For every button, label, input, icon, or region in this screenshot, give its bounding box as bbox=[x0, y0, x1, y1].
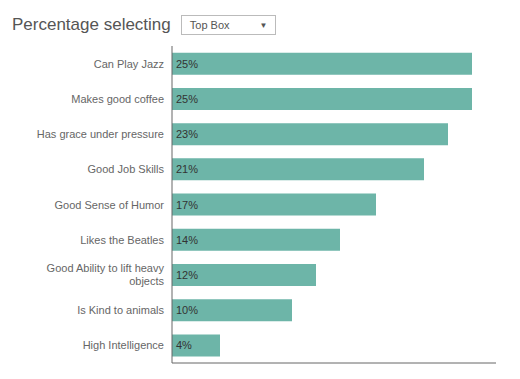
svg-text:Has grace under pressure: Has grace under pressure bbox=[37, 128, 164, 140]
svg-text:Good Sense of Humor: Good Sense of Humor bbox=[55, 199, 165, 211]
svg-text:23%: 23% bbox=[176, 128, 198, 140]
svg-text:12%: 12% bbox=[176, 269, 198, 281]
svg-text:21%: 21% bbox=[176, 163, 198, 175]
svg-text:10%: 10% bbox=[176, 304, 198, 316]
html-text:Top Box: Top Box bbox=[189, 19, 230, 31]
svg-text:Good Ability to lift heavyobje: Good Ability to lift heavyobjects bbox=[47, 262, 165, 287]
svg-text:4%: 4% bbox=[176, 339, 192, 351]
svg-text:Is Kind to animals: Is Kind to animals bbox=[77, 304, 164, 316]
html-text:Percentage selecting: Percentage selecting bbox=[12, 15, 171, 34]
svg-text:14%: 14% bbox=[176, 234, 198, 246]
svg-text:25%: 25% bbox=[176, 93, 198, 105]
svg-text:Makes good coffee: Makes good coffee bbox=[71, 93, 164, 105]
svg-text:17%: 17% bbox=[176, 199, 198, 211]
svg-text:Can Play Jazz: Can Play Jazz bbox=[94, 58, 164, 70]
svg-text:Likes the Beatles: Likes the Beatles bbox=[80, 234, 164, 246]
svg-text:High Intelligence: High Intelligence bbox=[83, 339, 164, 351]
svg-text:25%: 25% bbox=[176, 58, 198, 70]
svg-text:Good Job Skills: Good Job Skills bbox=[88, 163, 165, 175]
